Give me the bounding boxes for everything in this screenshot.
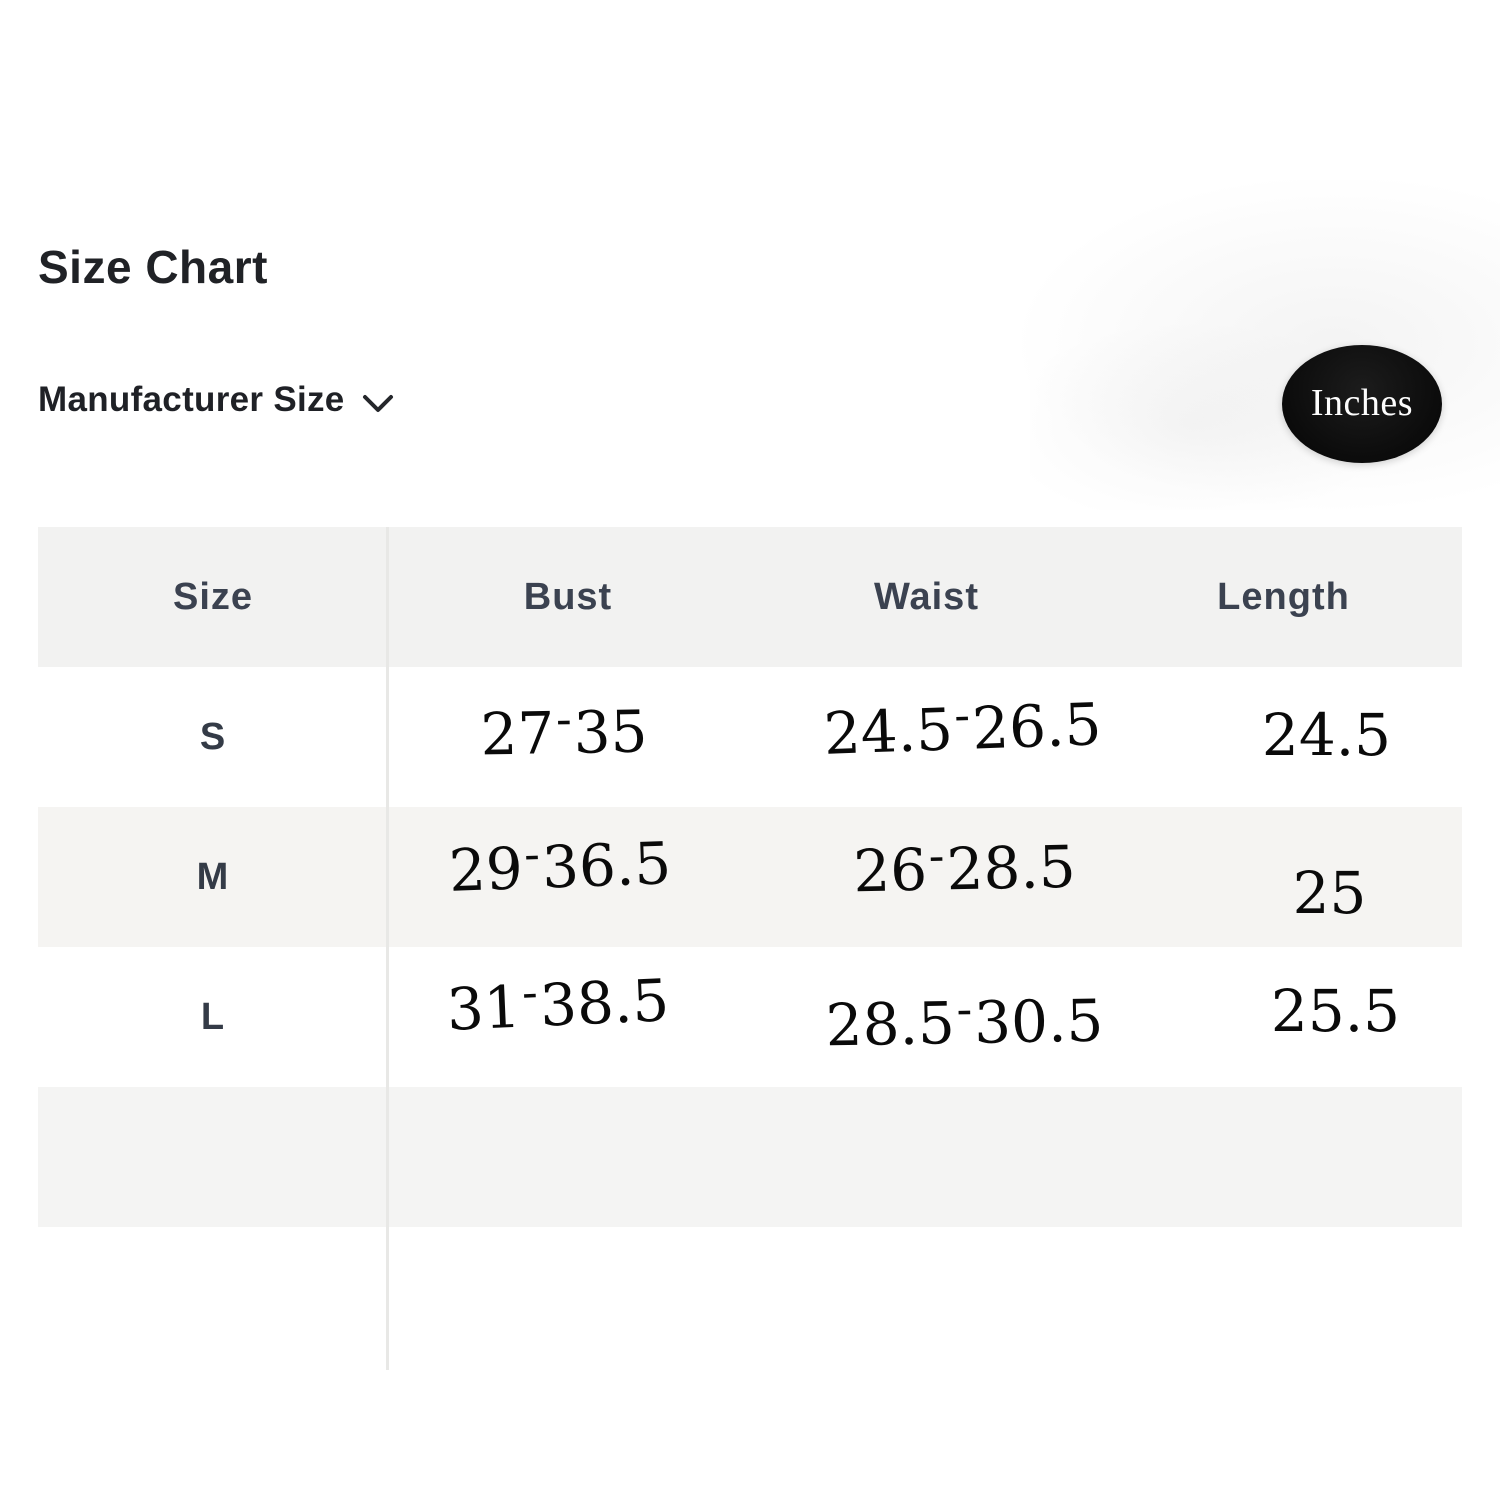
cell-l-bust: 31-38.5 xyxy=(445,964,671,1044)
cell-m-length: 25 xyxy=(1292,859,1367,927)
manufacturer-size-selector[interactable]: Manufacturer Size xyxy=(38,380,395,420)
chevron-down-icon xyxy=(362,395,393,412)
table-row-m: M 29-36.5 26-28.5 25 xyxy=(38,807,1462,947)
cell-m-bust: 29-36.5 xyxy=(447,826,673,905)
column-header-bust: Bust xyxy=(523,575,613,618)
column-header-waist: Waist xyxy=(874,575,979,618)
column-header-length: Length xyxy=(1217,575,1350,618)
cell-s-bust: 27-35 xyxy=(479,691,649,769)
cell-m-waist: 26-28.5 xyxy=(852,828,1077,906)
unit-toggle-badge[interactable]: Inches xyxy=(1282,345,1442,463)
cell-s-waist: 24.5-26.5 xyxy=(822,687,1103,768)
cell-l-waist: 28.5-30.5 xyxy=(825,981,1104,1060)
unit-badge-label: Inches xyxy=(1310,382,1414,424)
column-header-size: Size xyxy=(172,575,254,618)
row-label-l: L xyxy=(200,995,226,1038)
cell-l-length: 25.5 xyxy=(1270,977,1401,1045)
size-table: Size Bust Waist Length S 27-35 24.5-26.5… xyxy=(38,527,1462,1370)
page-title: Size Chart xyxy=(38,241,268,293)
table-row-l: L 31-38.5 28.5-30.5 25.5 xyxy=(38,947,1462,1087)
cell-s-length: 24.5 xyxy=(1261,701,1392,769)
size-column-divider xyxy=(386,527,389,1370)
table-empty-row xyxy=(38,1087,1462,1227)
row-label-s: S xyxy=(199,715,227,758)
table-header-row: Size Bust Waist Length xyxy=(38,527,1462,667)
table-row-s: S 27-35 24.5-26.5 24.5 xyxy=(38,667,1462,807)
row-label-m: M xyxy=(196,855,230,898)
background-wash xyxy=(1000,180,1500,520)
manufacturer-size-label: Manufacturer Size xyxy=(38,380,345,419)
